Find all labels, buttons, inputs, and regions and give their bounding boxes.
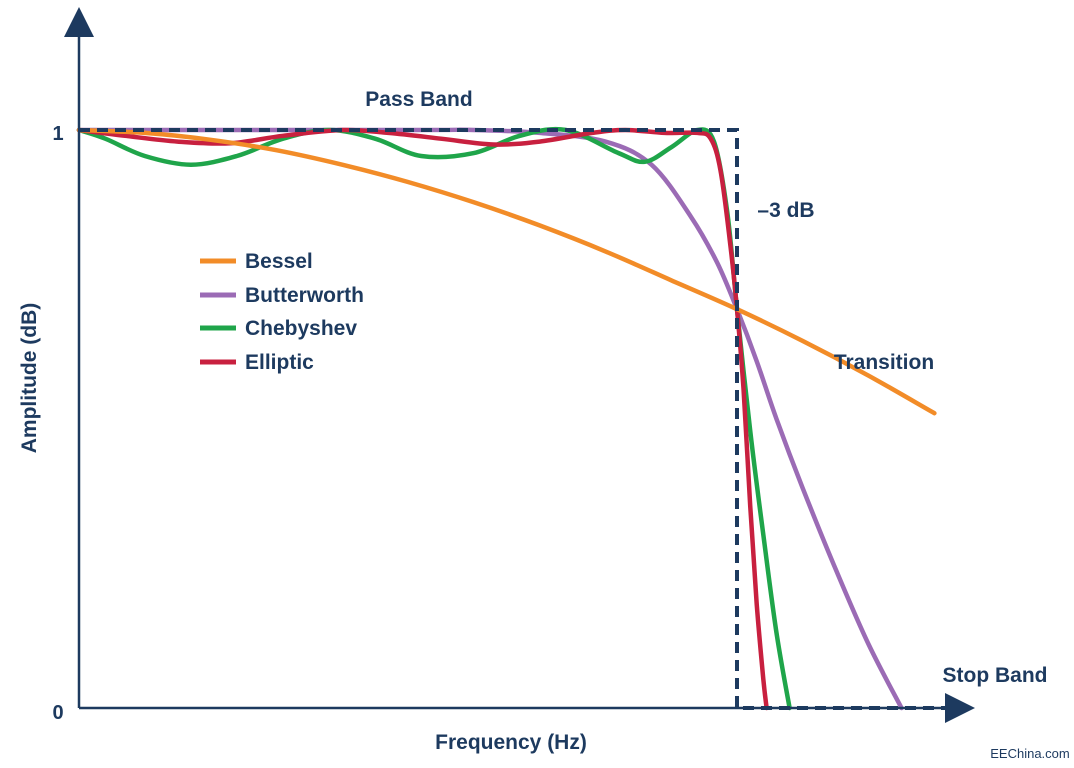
pass-band-label: Pass Band bbox=[365, 88, 472, 111]
series-line-chebyshev bbox=[76, 126, 792, 711]
y-axis-title: Amplitude (dB) bbox=[18, 303, 41, 453]
minus-3db-label: –3 dB bbox=[757, 199, 814, 222]
series-line-bessel bbox=[76, 127, 937, 416]
series-line-butterworth bbox=[76, 127, 904, 711]
x-axis-title: Frequency (Hz) bbox=[435, 731, 587, 754]
legend-label-bessel: Bessel bbox=[245, 250, 313, 273]
ideal-response-line bbox=[79, 128, 974, 710]
series-line-elliptic bbox=[76, 127, 769, 711]
legend-label-elliptic: Elliptic bbox=[245, 351, 314, 374]
legend-label-butterworth: Butterworth bbox=[245, 284, 364, 307]
ideal-response-layer bbox=[79, 128, 974, 710]
legend-label-chebyshev: Chebyshev bbox=[245, 317, 357, 340]
stop-band-label: Stop Band bbox=[943, 664, 1048, 687]
y-tick-label-0: 0 bbox=[52, 702, 63, 724]
transition-label: Transition bbox=[834, 351, 934, 374]
legend: Bessel Butterworth Chebyshev Elliptic bbox=[200, 250, 364, 374]
watermark: EEChina.com bbox=[990, 746, 1069, 761]
y-tick-label-1: 1 bbox=[52, 123, 63, 145]
